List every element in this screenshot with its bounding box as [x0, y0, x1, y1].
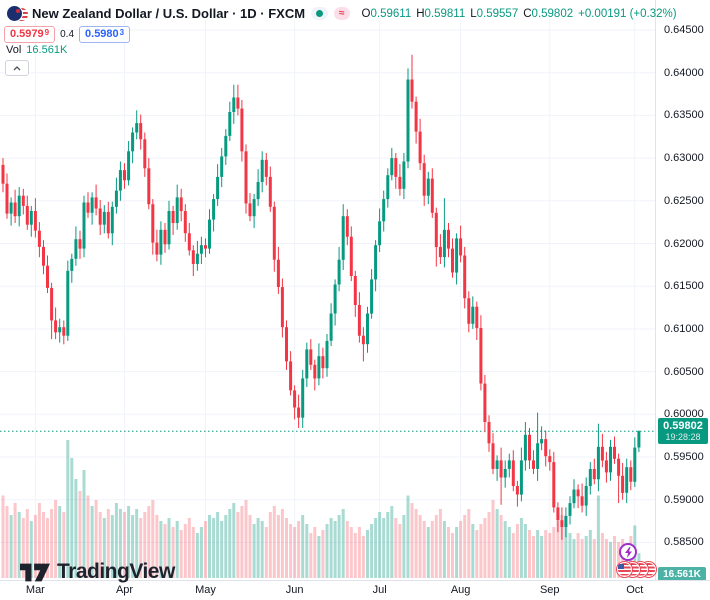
spread-value: 0.4	[60, 29, 75, 40]
ohlc-values: O0.59611 H0.59811 L0.59557 C0.59802 +0.0…	[362, 8, 677, 20]
price-tick-label: 0.60000	[664, 408, 704, 421]
open-value: 0.59611	[370, 7, 412, 20]
time-tick-label: Jun	[285, 584, 304, 596]
collapse-legend-button[interactable]	[5, 60, 29, 76]
volume-indicator-value: 16.561K	[26, 44, 68, 56]
close-value: 0.59802	[531, 7, 574, 20]
high-value: 0.59811	[424, 7, 466, 20]
close-label: C	[523, 7, 532, 20]
price-tick-label: 0.60500	[664, 365, 704, 378]
sell-bid-button[interactable]: 0.5979 9	[4, 26, 56, 43]
connection-status-icon[interactable]	[311, 7, 329, 20]
price-tick-label: 0.61500	[664, 280, 704, 293]
time-axis[interactable]: Mar Apr May Jun Jul Aug Sep Oct	[0, 580, 710, 600]
buy-ask-button[interactable]: 0.5980 3	[79, 26, 131, 43]
tradingview-logo-text: TradingView	[57, 560, 175, 583]
low-label: L	[470, 7, 477, 20]
symbol-header: New Zealand Dollar / U.S. Dollar · 1D · …	[6, 5, 677, 22]
bid-ask-row: 0.5979 9 0.4 0.5980 3	[4, 26, 131, 43]
tradingview-logo[interactable]: TradingView	[20, 560, 175, 584]
volume-indicator-name: Vol	[6, 44, 22, 56]
ask-price-fraction: 3	[119, 27, 125, 37]
time-tick-label: Aug	[450, 584, 471, 596]
tradingview-logo-icon	[20, 563, 50, 581]
price-tick-label: 0.62500	[664, 194, 704, 207]
grid-layer	[0, 20, 655, 580]
open-label: O	[361, 7, 371, 20]
time-tick-label: May	[195, 584, 216, 596]
price-tick-label: 0.63500	[664, 109, 704, 122]
last-price-value: 0.59802	[663, 420, 703, 433]
volume-axis-badge: 16.561K	[658, 567, 706, 581]
symbol-title[interactable]: New Zealand Dollar / U.S. Dollar · 1D · …	[32, 6, 306, 21]
price-tick-label: 0.59500	[664, 451, 704, 463]
bar-countdown-timer: 19:28:28	[665, 432, 701, 443]
symbol-pair-logo-icon	[6, 5, 29, 22]
low-value: 0.59557	[476, 7, 519, 20]
ask-price: 0.5980	[85, 28, 119, 40]
lightning-bolt-glyph	[624, 546, 632, 558]
time-tick-label: Jul	[372, 584, 387, 596]
high-label: H	[416, 7, 425, 20]
time-tick-label: Apr	[115, 584, 134, 596]
bid-price: 0.5979	[10, 28, 44, 40]
price-tick-label: 0.62000	[664, 237, 704, 250]
price-tick-label: 0.61000	[664, 322, 704, 335]
time-tick-label: Oct	[626, 584, 644, 596]
change-value: +0.00191 (+0.32%)	[578, 7, 677, 20]
price-axis[interactable]: 0.64500 0.64000 0.63500 0.63000 0.62500 0.620…	[655, 0, 710, 595]
time-tick-label: Mar	[25, 584, 45, 596]
price-tick-label: 0.63000	[664, 152, 704, 165]
price-tick-label: 0.64000	[664, 66, 704, 79]
candles-layer	[1, 54, 641, 540]
market-status-icon[interactable]: ≈	[334, 7, 350, 20]
volume-layer	[1, 440, 641, 578]
price-tick-label: 0.58500	[664, 536, 704, 549]
price-tick-label: 0.59000	[664, 493, 704, 506]
last-price-badge: 0.59802 19:28:28	[658, 418, 708, 445]
price-tick-label: 0.64500	[664, 24, 704, 36]
bid-price-fraction: 9	[44, 27, 50, 37]
chevron-up-icon	[13, 65, 21, 70]
time-tick-label: Sep	[539, 584, 560, 596]
lightning-event-icon[interactable]	[619, 543, 637, 561]
volume-indicator-legend[interactable]: Vol 16.561K	[6, 44, 67, 56]
us-flag-event-icon[interactable]	[616, 561, 633, 578]
